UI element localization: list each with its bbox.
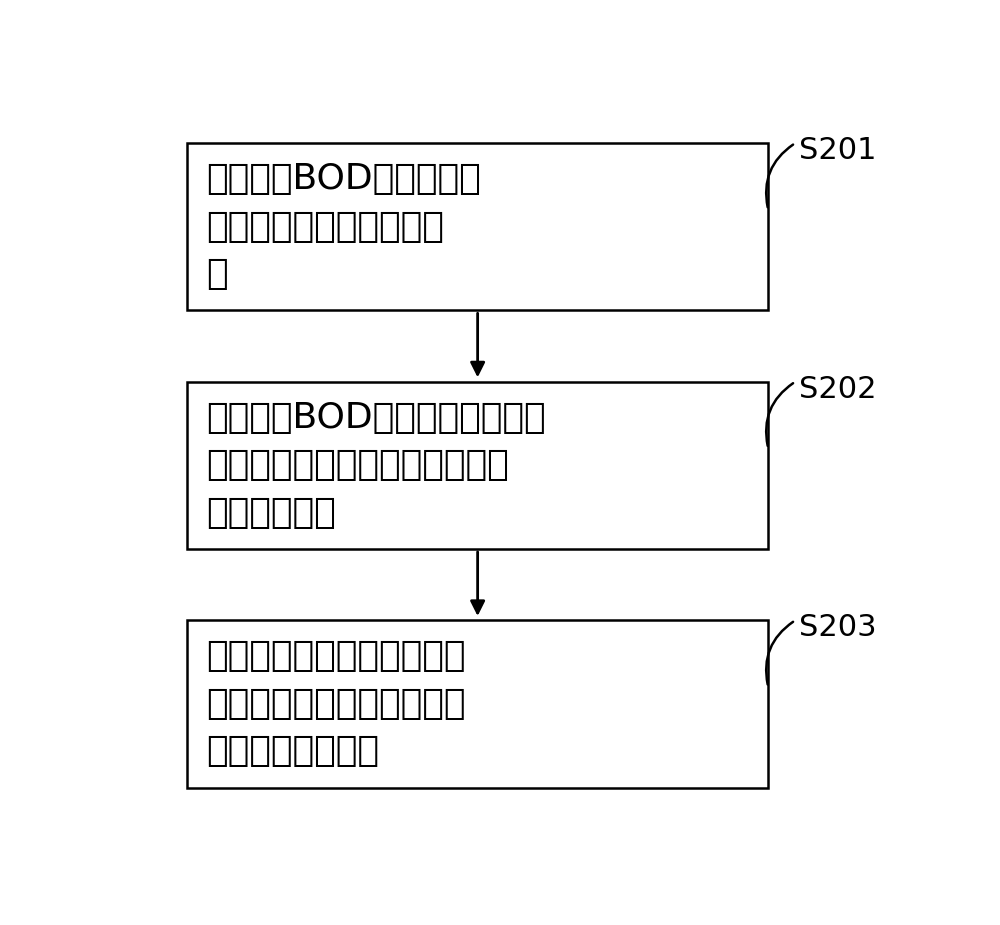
Text: 在预设的BOD值海水流经微生物
膜和氧电极得到微生物膜内源呼
吸后的氧含量: 在预设的BOD值海水流经微生物 膜和氧电极得到微生物膜内源呼 吸后的氧含量 [206, 401, 546, 530]
Bar [187, 621, 768, 788]
Bar [187, 382, 768, 549]
Bar [187, 143, 768, 311]
Text: 初始氧含量减去微生物膜内
源呼吸后的氧含量，得到微
生物膜内源呼吸值: 初始氧含量减去微生物膜内 源呼吸后的氧含量，得到微 生物膜内源呼吸值 [206, 639, 466, 769]
Text: S202: S202 [799, 375, 877, 403]
Text: S201: S201 [799, 136, 877, 165]
Text: S203: S203 [799, 613, 877, 642]
Text: 将预设的BOD值海水流经
氧电极得到海水的初始氧
含: 将预设的BOD值海水流经 氧电极得到海水的初始氧 含 [206, 162, 481, 291]
